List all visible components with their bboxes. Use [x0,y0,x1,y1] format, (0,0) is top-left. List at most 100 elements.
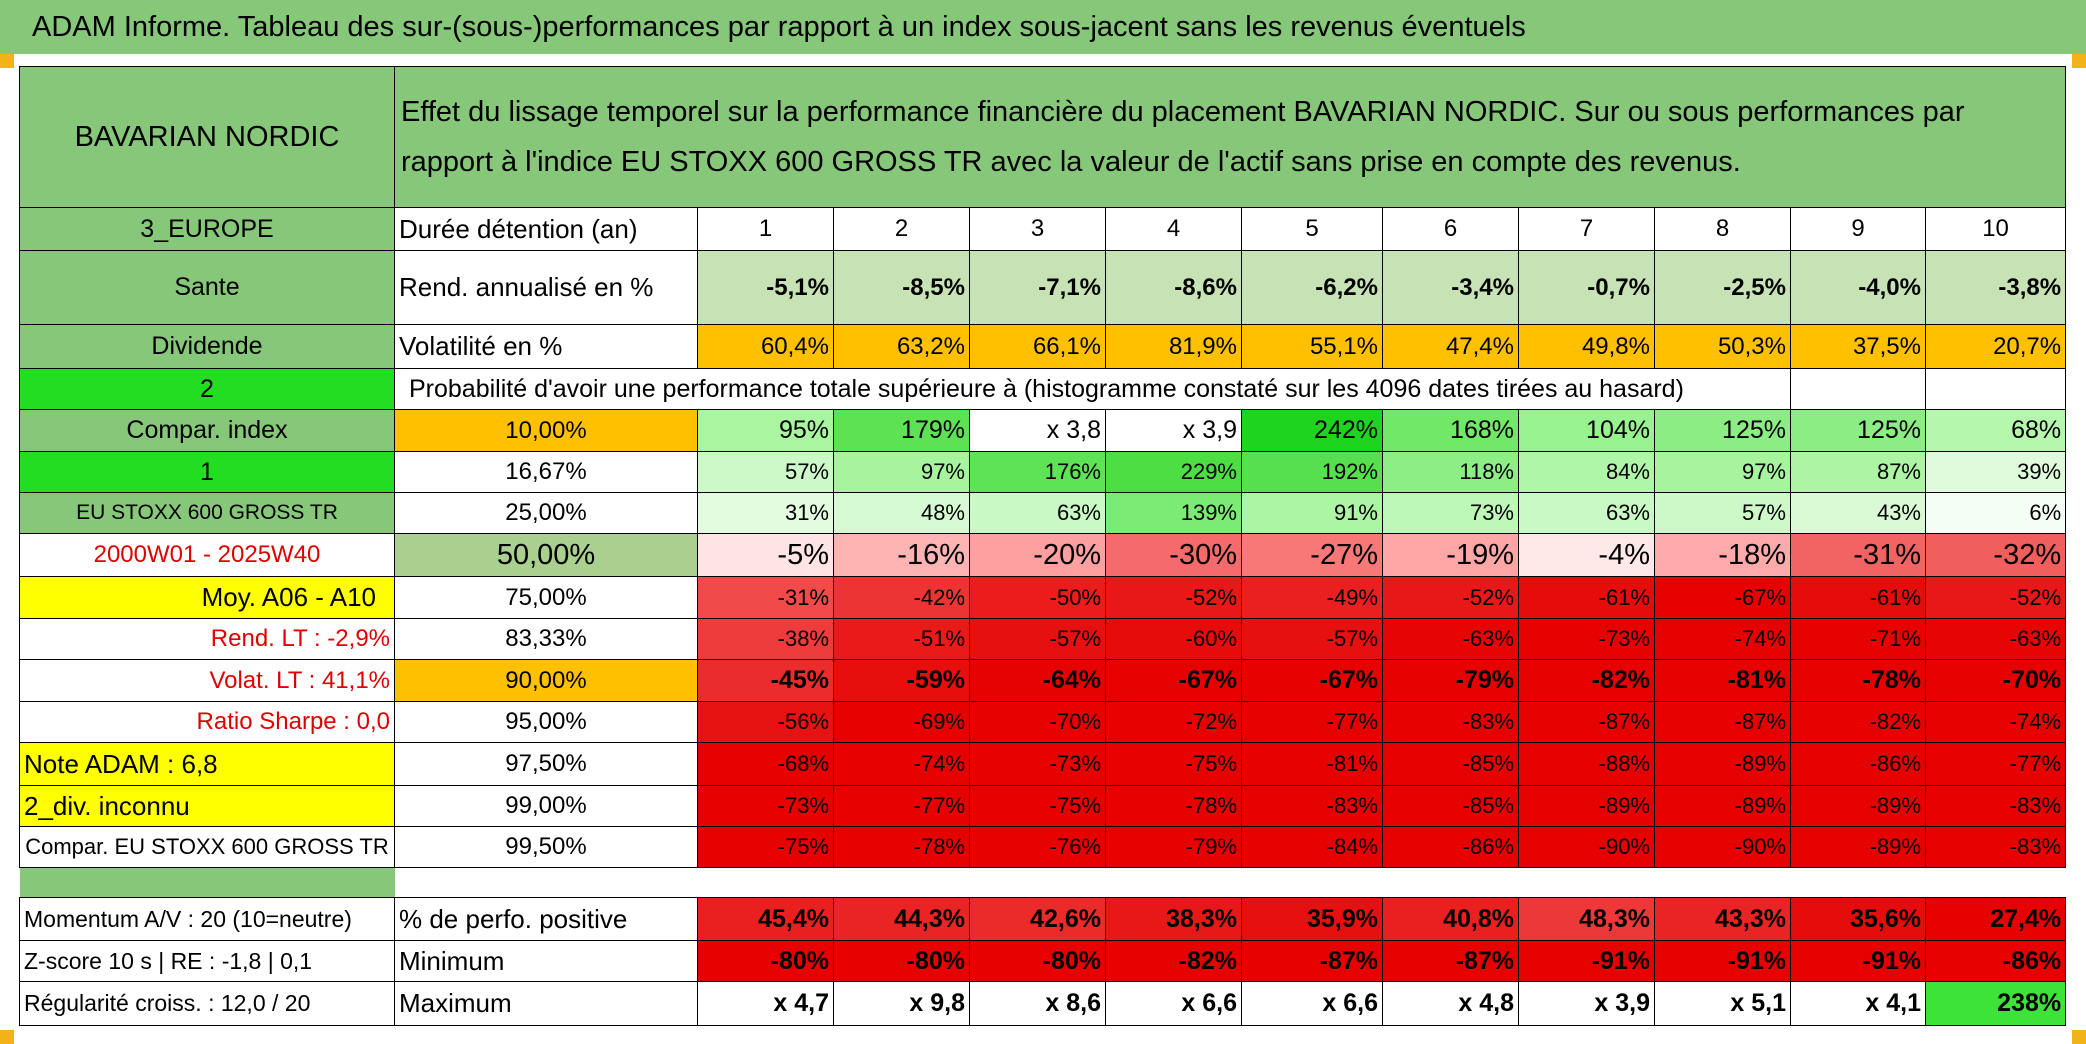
quantile-row: Ratio Sharpe : 0,0 95,00% -56% -69% -70% -72%… [19,701,2067,743]
quantile-pct: 83,33% [394,618,698,660]
quantile-cell: 125% [1790,409,1926,452]
vol-label: Volatilité en % [394,324,698,369]
quantile-cell: -73% [969,742,1106,786]
stats-cell: 35,9% [1241,897,1383,941]
header-row: BAVARIAN NORDIC Effet du lissage tempore… [19,66,2067,208]
quantile-cell: -89% [1790,785,1926,827]
quantile-pct: 50,00% [394,533,698,577]
year-header: 9 [1790,207,1926,251]
performance-table: BAVARIAN NORDIC Effet du lissage tempore… [19,66,2067,1026]
spacer-cell [395,868,2066,898]
side-info-cell: Compar. EU STOXX 600 GROSS TR [19,826,395,868]
quantile-cell: -27% [1241,533,1383,577]
rend-cell: -2,5% [1654,250,1791,325]
rend-row: Sante Rend. annualisé en % -5,1% -8,5% -… [19,250,2067,325]
quantile-cell: -18% [1654,533,1791,577]
stats-cell: 42,6% [969,897,1106,941]
quantile-cell: -82% [1518,659,1655,702]
quantile-cell: -87% [1518,701,1655,743]
quantile-cell: 39% [1924,451,2067,493]
quantile-cell: 118% [1382,451,1519,493]
duration-row: 3_EUROPE Durée détention (an) 1 2 3 4 5 … [19,207,2067,251]
quantile-cell: -81% [1654,659,1791,702]
stats-cell: -80% [833,940,970,982]
quantile-cell: -57% [969,618,1106,660]
quantile-cell: -73% [1518,618,1655,660]
rend-cell: -6,2% [1241,250,1383,325]
quantile-cell: -83% [1924,785,2067,827]
quantile-cell: -78% [1105,785,1242,827]
stats-cell: 48,3% [1518,897,1655,941]
quantile-cell: -64% [969,659,1106,702]
quantile-cell: -90% [1654,826,1791,868]
year-header: 2 [833,207,970,251]
stats-row: Z-score 10 s | RE : -1,8 | 0,1 Minimum -80… [19,940,2067,982]
corner-marker [2072,54,2086,68]
quantile-cell: 104% [1518,409,1655,452]
quantile-cell: 73% [1382,492,1519,534]
year-header: 4 [1105,207,1242,251]
quantile-pct: 97,50% [394,742,698,786]
quantile-cell: -32% [1924,533,2067,577]
vol-cell: 37,5% [1790,324,1926,369]
stats-cell: x 4,8 [1382,981,1519,1026]
rend-label: Rend. annualisé en % [394,250,698,325]
quantile-cell: -57% [1241,618,1383,660]
quantile-row: 2_div. inconnu 99,00% -73% -77% -75% -78% -83%… [19,785,2067,827]
rend-cell: -3,8% [1924,250,2067,325]
quantile-row: EU STOXX 600 GROSS TR 25,00% 31% 48% 63% 139%… [19,492,2067,534]
quantile-cell: 63% [1518,492,1655,534]
quantile-cell: 125% [1654,409,1791,452]
stats-cell: -80% [697,940,834,982]
quantile-cell: -61% [1518,576,1655,619]
quantile-cell: -67% [1241,659,1383,702]
stats-cell: 43,3% [1654,897,1791,941]
description-line: Effet du lissage temporel sur la perform… [401,96,1965,128]
rend-cell: -7,1% [969,250,1106,325]
stats-row: Momentum A/V : 20 (10=neutre)% de perfo.… [19,897,2067,941]
quantile-row: Compar. EU STOXX 600 GROSS TR 99,50% -75% -… [19,826,2067,868]
quantile-cell: -63% [1382,618,1519,660]
quantile-cell: -59% [833,659,970,702]
quantile-cell: -89% [1654,742,1791,786]
stats-cell: 27,4% [1924,897,2067,941]
side-info-cell: 2000W01 - 2025W40 [19,533,395,577]
quantile-row: Note ADAM : 6,8 97,50% -68% -74% -73% -75% -81… [19,742,2067,786]
year-header: 3 [969,207,1106,251]
quantile-row: Rend. LT : -2,9% 83,33% -38% -51% -57% -60% -5… [19,618,2067,660]
corner-marker [0,1030,14,1044]
vol-cell: 49,8% [1518,324,1655,369]
stats-cell: 238% [1924,981,2067,1026]
quantile-cell: 139% [1105,492,1242,534]
year-header: 1 [697,207,834,251]
stats-cell: x 4,1 [1790,981,1926,1026]
corner-marker [0,54,14,68]
stats-cell: -86% [1924,940,2067,982]
quantile-cell: -81% [1241,742,1383,786]
side-info-cell: EU STOXX 600 GROSS TR [19,492,395,534]
rend-cell: -5,1% [697,250,834,325]
stats-row: Régularité croiss. : 12,0 / 20 Maximum x 4… [19,981,2067,1026]
side-info-cell: Note ADAM : 6,8 [19,742,395,786]
quantile-cell: -75% [969,785,1106,827]
probability-row: 2 Probabilité d'avoir une performance to… [19,368,2067,410]
year-header: 5 [1241,207,1383,251]
quantile-cell: -30% [1105,533,1242,577]
quantile-cell: x 3,8 [969,409,1106,452]
vol-cell: 63,2% [833,324,970,369]
quantile-cell: -83% [1241,785,1383,827]
empty-cell [1790,368,1926,410]
quantile-cell: -83% [1924,826,2067,868]
stats-cell: -82% [1105,940,1242,982]
quantile-cell: -67% [1654,576,1791,619]
quantile-cell: -87% [1654,701,1791,743]
quantile-cell: -61% [1790,576,1926,619]
rend-cell: -8,5% [833,250,970,325]
duration-label: Durée détention (an) [394,207,698,251]
vol-cell: 55,1% [1241,324,1383,369]
quantile-cell: -77% [1924,742,2067,786]
quantile-cell: -52% [1924,576,2067,619]
quantile-cell: x 3,9 [1105,409,1242,452]
dividend-label: Dividende [19,324,395,369]
stats-cell: -80% [969,940,1106,982]
